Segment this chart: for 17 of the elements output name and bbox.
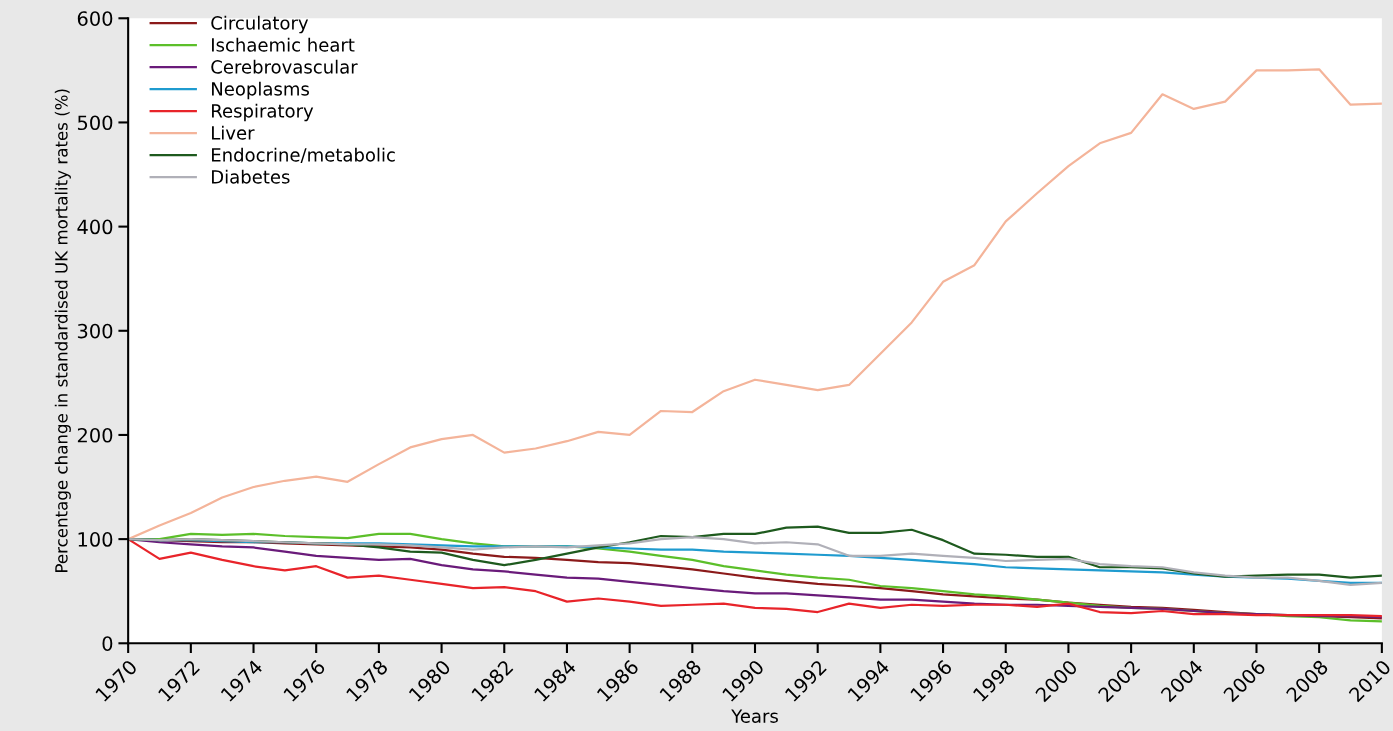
y-tick-label: 500 bbox=[77, 115, 113, 131]
legend-label: Respiratory bbox=[212, 103, 314, 122]
y-tick-label: 400 bbox=[77, 219, 113, 235]
legend-label: Cerebrovascular bbox=[211, 59, 358, 74]
y-tick-label: 0 bbox=[102, 636, 113, 651]
legend-label: Endocrine/metabolic bbox=[212, 147, 395, 164]
legend-label: Circulatory bbox=[211, 15, 309, 34]
y-tick-label: 300 bbox=[77, 323, 113, 339]
legend-label: Ischaemic heart bbox=[212, 37, 355, 52]
legend-label: Neoplasms bbox=[212, 81, 309, 100]
y-tick-label: 100 bbox=[78, 532, 113, 547]
x-axis-title: Years bbox=[731, 709, 778, 723]
y-axis-title: Percentage change in standardised UK mortality rates (%) bbox=[54, 89, 71, 572]
y-tick-label: 600 bbox=[77, 11, 113, 26]
y-tick-label: 200 bbox=[77, 427, 113, 443]
legend-label: Liver bbox=[212, 125, 255, 140]
legend-label: Diabetes bbox=[212, 169, 290, 184]
